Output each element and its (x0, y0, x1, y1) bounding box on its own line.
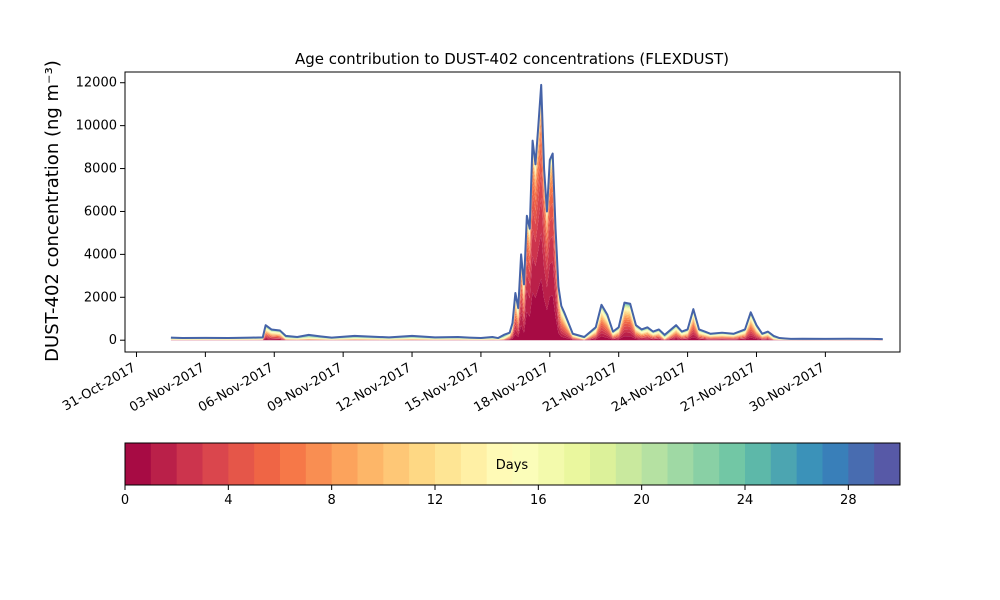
colorbar-bin (280, 443, 307, 485)
x-tick-label: 27-Nov-2017 (678, 360, 758, 415)
colorbar-bin (228, 443, 255, 485)
stacked-age-areas (170, 84, 883, 341)
colorbar-bin (512, 443, 539, 485)
colorbar-tick-label: 12 (427, 493, 444, 508)
x-axis: 31-Oct-201703-Nov-201706-Nov-201709-Nov-… (60, 352, 827, 415)
x-tick-label: 06-Nov-2017 (196, 360, 276, 415)
colorbar-bins (125, 443, 901, 485)
colorbar-bin (796, 443, 823, 485)
colorbar-bin (770, 443, 798, 485)
chart-title: Age contribution to DUST-402 concentrati… (295, 50, 729, 68)
colorbar-bin (564, 443, 591, 485)
colorbar-bin (383, 443, 410, 485)
y-tick-label: 0 (109, 333, 117, 348)
colorbar-bin (667, 443, 694, 485)
plot-frame (124, 71, 901, 353)
colorbar: Days 0 4 8 12 16 20 24 28 (121, 442, 901, 508)
colorbar-bin (435, 443, 462, 485)
colorbar-tick-label: 28 (840, 493, 857, 508)
x-tick-label: 15-Nov-2017 (403, 360, 483, 415)
colorbar-bin (874, 443, 901, 485)
colorbar-bin (460, 443, 488, 485)
total-concentration-line (170, 83, 883, 341)
colorbar-tick-label: 20 (633, 493, 650, 508)
colorbar-bin (719, 443, 746, 485)
x-tick-label: 31-Oct-2017 (60, 360, 138, 414)
colorbar-bin (486, 443, 513, 485)
colorbar-tick-label: 16 (530, 493, 547, 508)
x-tick-label: 21-Nov-2017 (540, 360, 620, 415)
colorbar-bin (176, 443, 203, 485)
plot-area (124, 71, 901, 353)
y-tick-label: 2000 (84, 290, 117, 305)
x-tick-label: 30-Nov-2017 (747, 360, 827, 415)
colorbar-bin (615, 443, 643, 485)
colorbar-bin (202, 443, 229, 485)
y-axis-label: DUST-402 concentration (ng m⁻³) (42, 60, 63, 362)
colorbar-bin (538, 443, 565, 485)
colorbar-ticks: 0 4 8 12 16 20 24 28 (121, 485, 857, 508)
colorbar-bin (305, 443, 333, 485)
colorbar-bin (822, 443, 849, 485)
colorbar-tick-label: 0 (121, 493, 129, 508)
colorbar-tick-label: 4 (224, 493, 232, 508)
colorbar-bin (254, 443, 281, 485)
colorbar-tick-label: 8 (328, 493, 336, 508)
y-tick-label: 12000 (76, 76, 117, 91)
age-area-day-0 (170, 278, 883, 341)
colorbar-bin (641, 443, 668, 485)
x-tick-label: 12-Nov-2017 (334, 360, 414, 415)
y-axis: 0 2000 4000 6000 8000 10000 12000 (76, 76, 125, 348)
colorbar-bin (357, 443, 384, 485)
colorbar-tick-label: 24 (737, 493, 754, 508)
x-tick-label: 18-Nov-2017 (472, 360, 552, 415)
colorbar-label: Days (496, 458, 529, 473)
colorbar-bin (150, 443, 178, 485)
x-tick-label: 03-Nov-2017 (127, 360, 207, 415)
colorbar-bin (590, 443, 617, 485)
y-tick-label: 8000 (84, 162, 117, 177)
colorbar-bin (409, 443, 436, 485)
y-tick-label: 4000 (84, 247, 117, 262)
x-tick-label: 09-Nov-2017 (265, 360, 345, 415)
y-tick-label: 6000 (84, 204, 117, 219)
colorbar-bin (331, 443, 358, 485)
colorbar-bin (848, 443, 875, 485)
x-tick-label: 24-Nov-2017 (609, 360, 689, 415)
colorbar-bin (125, 443, 152, 485)
colorbar-frame (124, 442, 901, 486)
colorbar-bin (745, 443, 772, 485)
colorbar-bin (693, 443, 720, 485)
y-tick-label: 10000 (76, 119, 117, 134)
